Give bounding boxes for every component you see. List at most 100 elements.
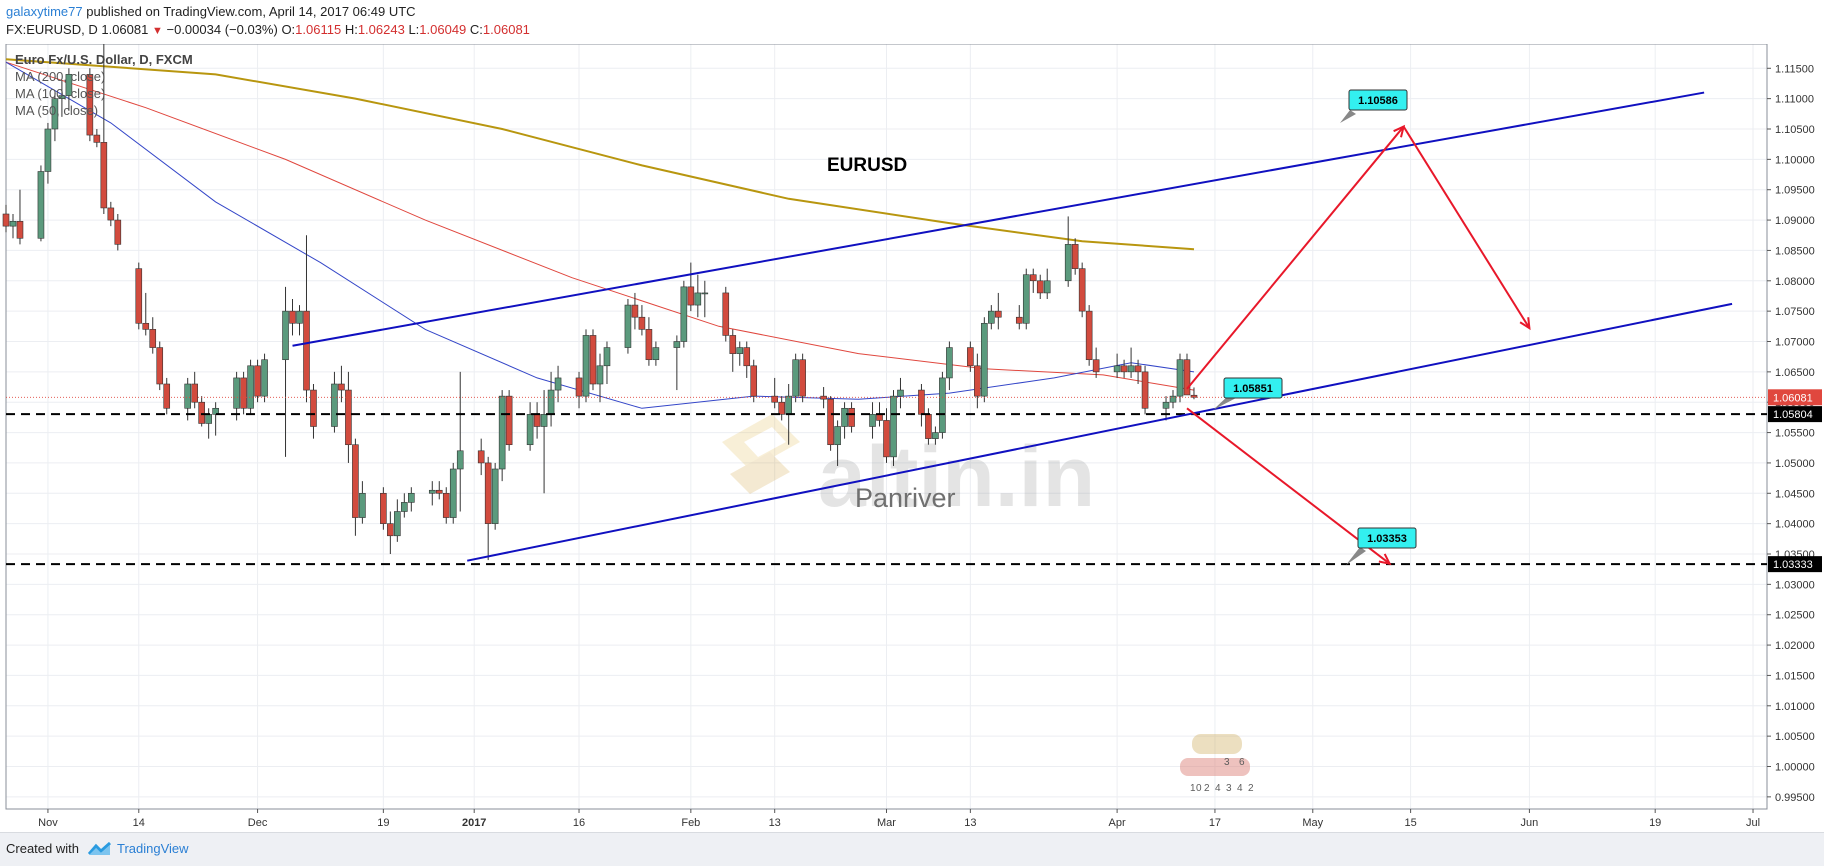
candle-body — [1183, 359, 1191, 396]
close-value: 1.06081 — [482, 22, 530, 37]
candle-body — [1078, 268, 1086, 312]
candle-body — [156, 347, 164, 385]
price-axis[interactable]: 1.11500 1.11000 1.10500 1.10000 1.09500 1.090… — [1767, 63, 1822, 804]
projection-down-line — [1186, 407, 1391, 565]
author-link[interactable]: galaxytime77 — [6, 4, 83, 19]
candle — [345, 371, 352, 463]
candle — [827, 396, 834, 451]
high-value: 1.06243 — [357, 22, 405, 37]
candle-body — [722, 292, 730, 336]
counter-digit: 1 — [1190, 783, 1196, 794]
price-tick-label: 1.03000 — [1775, 579, 1815, 591]
candle — [743, 341, 751, 378]
time-tick-label: Nov — [38, 817, 58, 829]
candle-body — [428, 489, 436, 494]
ma50-line — [5, 61, 1195, 409]
callout-target-low[interactable]: 1.03353 — [1346, 527, 1417, 565]
channel-lower-line — [467, 302, 1733, 562]
tradingview-link[interactable]: TradingView — [117, 841, 189, 856]
candle-body — [778, 401, 785, 415]
candle — [428, 481, 436, 506]
price-tick-label: 1.02000 — [1775, 640, 1815, 652]
candle-body — [9, 220, 17, 227]
time-tick-label: Mar — [877, 817, 896, 829]
candle-body — [883, 420, 890, 458]
chart-title: EURUSD — [827, 155, 907, 176]
price-tick-label: 1.08000 — [1775, 276, 1815, 288]
candle-body — [37, 171, 45, 239]
time-tick-label: 14 — [133, 817, 145, 829]
legend-ma50: MA (50, close) — [15, 103, 98, 118]
watermark-brand: altin.in — [818, 429, 1095, 525]
level-badge-label: 1.05804 — [1773, 409, 1813, 421]
candle — [687, 262, 695, 312]
candle — [247, 359, 254, 415]
candle — [939, 371, 946, 439]
callout-pivot[interactable]: 1.05851 — [1213, 377, 1283, 410]
candle-body — [918, 389, 925, 415]
price-tick-label: 1.02500 — [1775, 610, 1815, 622]
candle-body — [93, 134, 101, 143]
candle — [156, 341, 164, 391]
candle-body — [1141, 371, 1149, 409]
candle — [792, 353, 799, 403]
candle — [897, 377, 904, 409]
candle — [401, 493, 408, 518]
candle — [198, 396, 205, 427]
candle — [254, 359, 261, 403]
legend-ma200: MA (200, close) — [15, 69, 105, 84]
open-value: 1.06115 — [295, 22, 342, 37]
candle-body — [310, 389, 317, 427]
candle — [624, 299, 632, 354]
candle-body — [352, 444, 359, 518]
level-badge — [1768, 556, 1822, 573]
candle — [834, 420, 841, 466]
candle — [778, 396, 785, 421]
time-tick-label: 2017 — [462, 817, 486, 829]
counter-digit: 4 — [1237, 783, 1243, 794]
candle-body — [771, 395, 778, 403]
callout-target-high[interactable]: 1.10586 — [1340, 89, 1408, 123]
time-axis[interactable]: Nov 14 Dec 19 2017 16 Feb 13 Mar 13 Apr 17 May 15 Jun 1… — [38, 809, 1760, 829]
callout-label: 1.05851 — [1233, 383, 1273, 395]
candle — [1022, 268, 1030, 330]
candle — [2, 204, 10, 233]
candle-body — [554, 377, 562, 391]
low-label: L: — [408, 22, 420, 37]
change-text: −0.00034 (−0.03%) — [166, 22, 278, 37]
candle — [310, 384, 317, 439]
candle — [1071, 238, 1079, 275]
candle-body — [456, 450, 464, 470]
candle — [596, 353, 604, 403]
price-tick-label: 1.04000 — [1775, 519, 1815, 531]
candle-body — [939, 377, 946, 433]
candle-body — [946, 347, 953, 379]
callout-label: 1.03353 — [1367, 533, 1407, 545]
candle-body — [233, 377, 240, 409]
level-badge — [1768, 406, 1822, 423]
candle-body — [247, 365, 254, 409]
candle-body — [645, 329, 653, 361]
price-chart[interactable]: altin.in Panriver EURUSD 1.10586 1.05851… — [0, 44, 1824, 832]
candle — [107, 201, 115, 227]
candle — [1120, 359, 1128, 378]
footer-bar: Created with TradingView — [0, 832, 1824, 866]
candle — [645, 317, 653, 366]
candle — [820, 387, 827, 409]
candle-body — [380, 492, 387, 524]
candle-body — [1043, 280, 1051, 294]
price-tick-label: 1.09000 — [1775, 215, 1815, 227]
candle-body — [1162, 401, 1170, 409]
watermark: altin.in — [722, 414, 1095, 525]
candle-body — [282, 310, 289, 361]
price-tick-label: 1.01500 — [1775, 670, 1815, 682]
price-tick-label: 1.04500 — [1775, 488, 1815, 500]
candle — [799, 353, 806, 403]
counter-digit: 0 — [1196, 783, 1202, 794]
candle-body — [387, 523, 394, 537]
candle-body — [624, 304, 632, 348]
candle — [1085, 305, 1093, 366]
time-tick-label: 13 — [964, 817, 976, 829]
candle — [1183, 353, 1191, 396]
candle — [736, 341, 744, 366]
